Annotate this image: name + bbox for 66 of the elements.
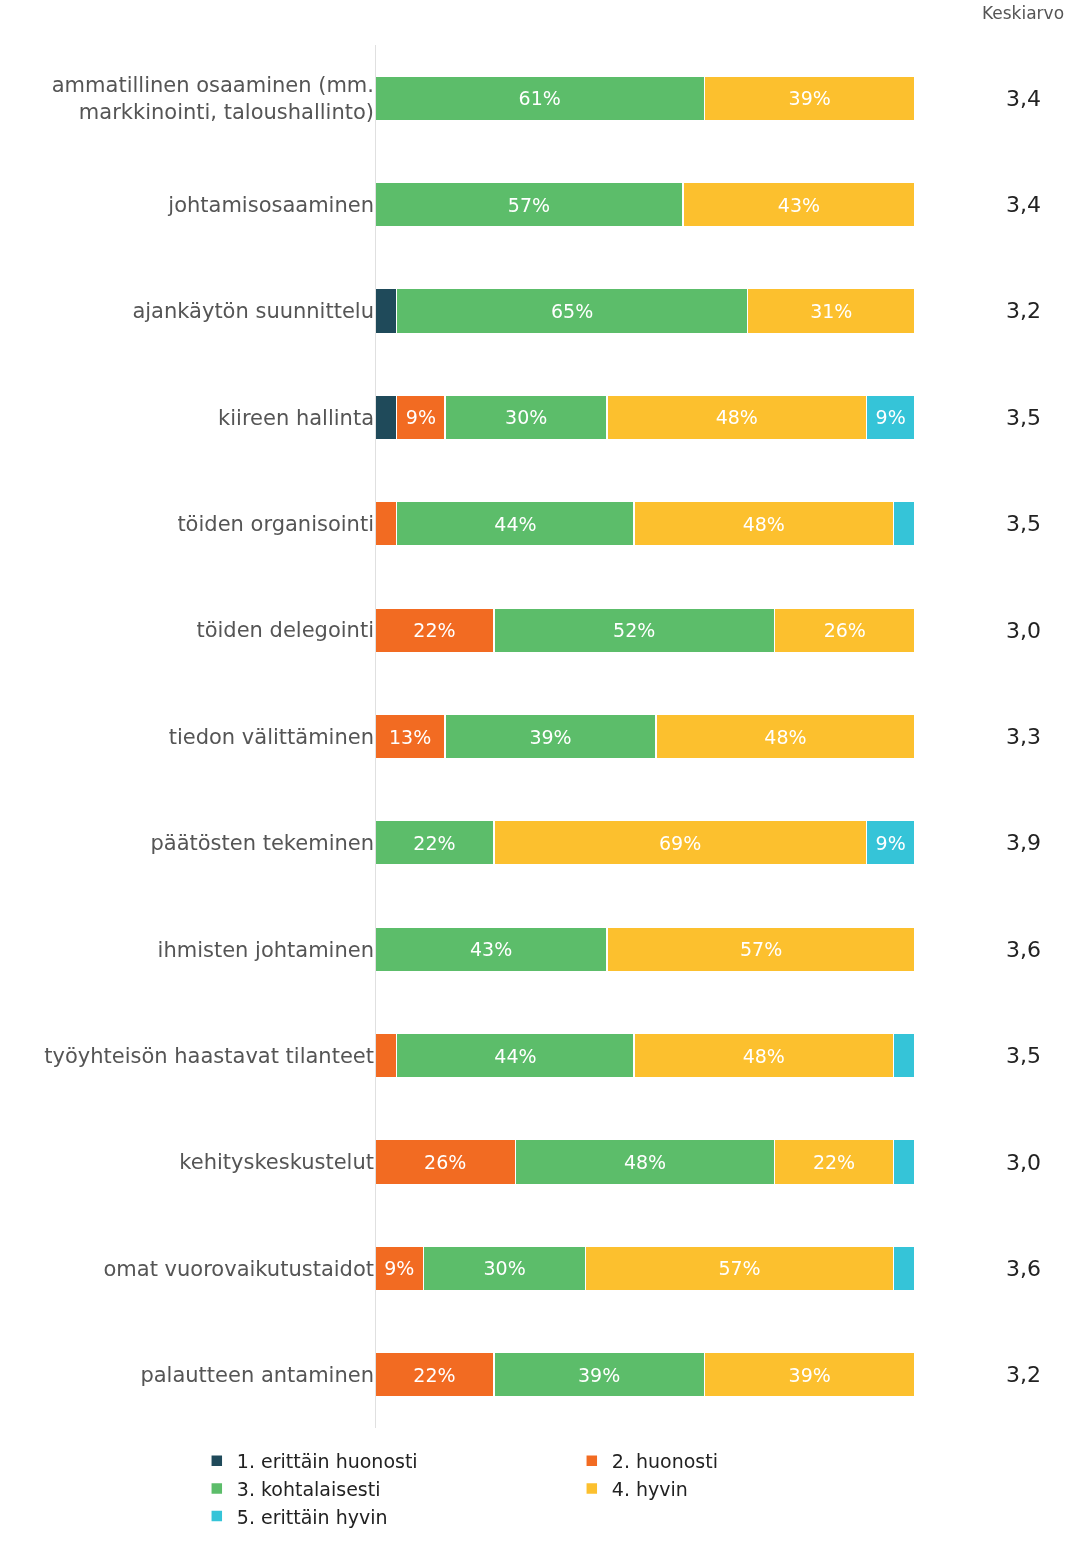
text: 3,5 xyxy=(1006,511,1041,536)
y-tick-label: ihmisten johtaminen xyxy=(157,937,374,962)
text: 3,6 xyxy=(1006,1256,1041,1281)
data-label: 44% xyxy=(494,1044,537,1067)
data-label: 30% xyxy=(483,1257,526,1280)
data-label: 30% xyxy=(505,406,548,429)
y-tick-label: tiedon välittäminen xyxy=(168,724,374,749)
data-label: 69% xyxy=(658,831,702,854)
data-label: 9% xyxy=(875,406,906,429)
text: 3,0 xyxy=(1006,618,1041,643)
data-label: 22% xyxy=(413,619,456,642)
data-label: 48% xyxy=(623,1151,667,1174)
y-tick-label: palautteen antaminen xyxy=(140,1363,374,1388)
text: 3,5 xyxy=(1006,405,1041,430)
y-tick-label: kehityskeskustelut xyxy=(179,1150,374,1175)
text: 3,4 xyxy=(1006,192,1041,217)
data-label: 31% xyxy=(810,299,853,322)
data-label: 26% xyxy=(823,619,866,642)
data-label: 26% xyxy=(424,1151,467,1174)
data-label: 22% xyxy=(413,831,456,854)
legend-label: 3. kohtalaisesti xyxy=(236,1477,381,1500)
legend-label: 2. huonosti xyxy=(611,1450,718,1473)
text: Keskiarvo xyxy=(982,3,1065,23)
data-label: 57% xyxy=(718,1257,761,1280)
y-tick-label: ajankäytön suunnittelu xyxy=(132,299,374,324)
data-label: 9% xyxy=(875,831,906,854)
legend-label: 4. hyvin xyxy=(611,1477,688,1500)
text: 3,5 xyxy=(1006,1043,1041,1068)
data-label: 39% xyxy=(577,1363,621,1386)
data-label: 48% xyxy=(715,406,758,429)
data-label: 9% xyxy=(405,406,436,429)
data-label: 48% xyxy=(742,512,785,535)
y-tick-label: päätösten tekeminen xyxy=(150,831,374,856)
text: 3,2 xyxy=(1006,298,1041,323)
y-tick-label: työyhteisön haastavat tilanteet xyxy=(44,1044,374,1068)
data-label: 48% xyxy=(764,725,807,748)
text: 3,0 xyxy=(1006,1150,1041,1175)
data-label: 39% xyxy=(788,1363,831,1386)
data-label: 43% xyxy=(777,193,821,216)
data-label: 39% xyxy=(529,725,572,748)
data-label: 22% xyxy=(413,1363,456,1386)
y-tick-label: töiden delegointi xyxy=(196,618,374,643)
data-label: 13% xyxy=(388,725,432,748)
data-label: 57% xyxy=(739,938,783,961)
data-label: 48% xyxy=(742,1044,785,1067)
data-label: 9% xyxy=(384,1257,415,1280)
data-label: 61% xyxy=(518,87,561,110)
y-tick-label: omat vuorovaikutustaidot xyxy=(103,1256,374,1281)
text: 3,9 xyxy=(1006,830,1041,855)
data-label: 22% xyxy=(812,1151,856,1174)
legend-label: 5. erittäin hyvin xyxy=(236,1505,388,1528)
y-tick-label: kiireen hallinta xyxy=(218,405,374,430)
y-tick-label: töiden organisointi xyxy=(177,512,374,537)
text: 3,2 xyxy=(1006,1362,1041,1387)
y-tick-label: ammatillinen osaaminen (mm. markkinointi, taloushallinto) xyxy=(51,72,374,125)
text: 3,3 xyxy=(1006,724,1041,749)
data-label: 52% xyxy=(613,619,656,642)
text: 3,4 xyxy=(1006,86,1041,111)
data-label: 65% xyxy=(550,299,594,322)
text: 3,6 xyxy=(1006,937,1041,962)
data-label: 39% xyxy=(788,87,831,110)
legend-label: 1. erittäin huonosti xyxy=(236,1450,418,1473)
data-label: 57% xyxy=(507,193,551,216)
y-tick-label: johtamisosaaminen xyxy=(167,192,374,217)
data-label: 43% xyxy=(469,938,513,961)
data-label: 44% xyxy=(494,512,537,535)
